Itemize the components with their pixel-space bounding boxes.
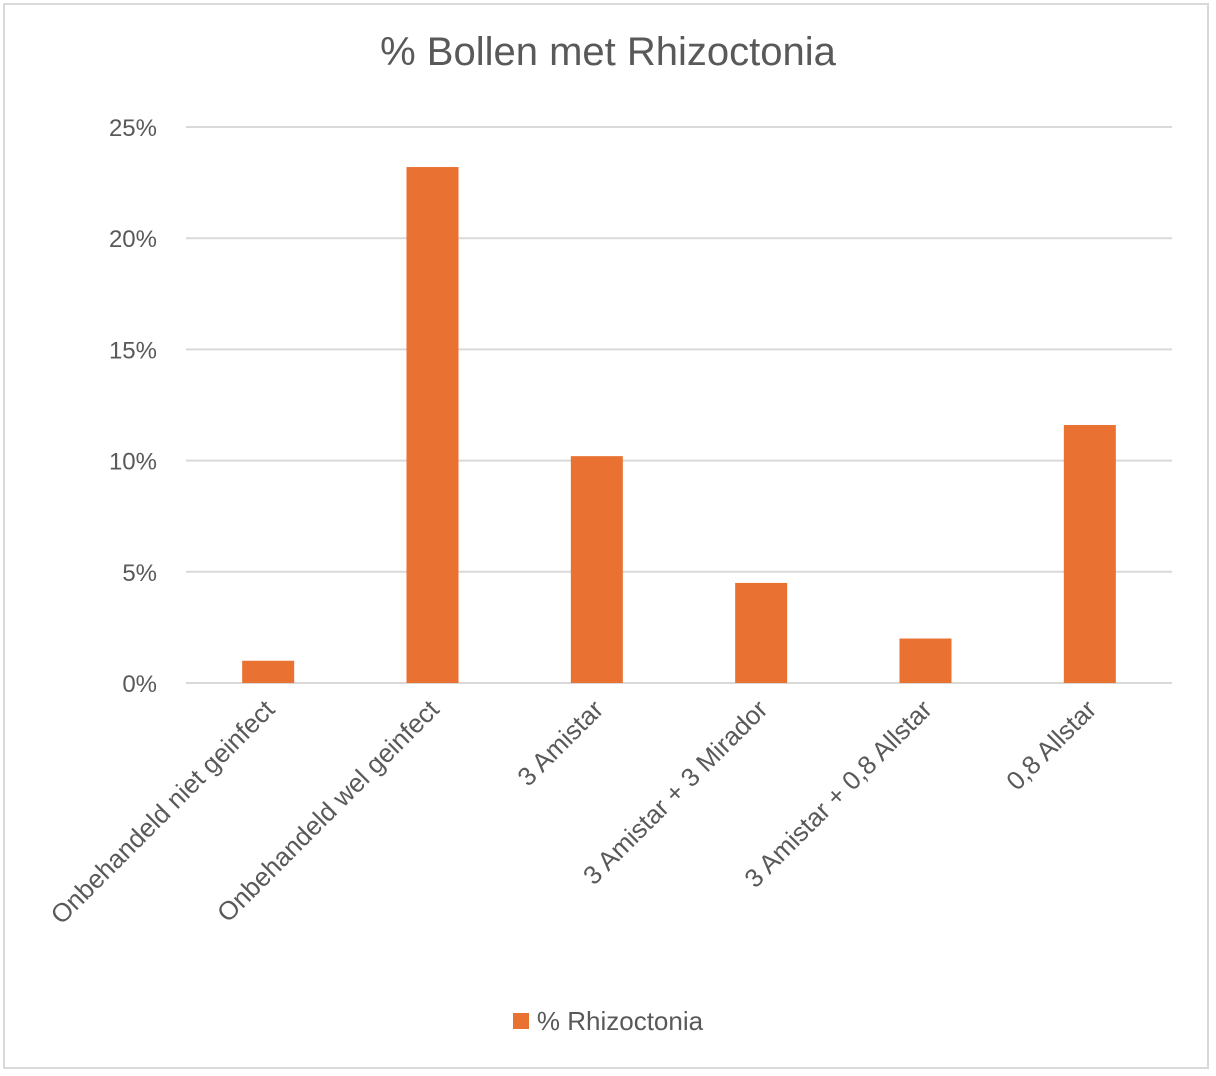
bar (406, 167, 459, 684)
y-tick-label: 15% (109, 337, 157, 364)
x-category-label: 3 Amistar + 0,8 Allstar (738, 694, 938, 894)
y-tick-label: 10% (109, 449, 157, 476)
y-tick-label: 20% (109, 226, 157, 253)
x-category-label: 0,8 Allstar (1000, 694, 1102, 796)
bar (735, 582, 788, 683)
x-category-label: 3 Amistar (511, 694, 609, 792)
bar (1063, 425, 1116, 683)
bar (899, 638, 952, 683)
legend-label: % Rhizoctonia (536, 1006, 704, 1036)
y-tick-label: 5% (122, 560, 157, 587)
x-category-label: 3 Amistar + 3 Mirador (577, 694, 774, 891)
y-tick-label: 0% (122, 671, 157, 698)
chart-title: % Bollen met Rhizoctonia (380, 30, 836, 74)
y-tick-label: 25% (109, 115, 157, 142)
legend-swatch (512, 1013, 529, 1030)
bar (570, 456, 623, 683)
bar (242, 660, 295, 683)
legend: % Rhizoctonia (0, 1006, 1216, 1037)
